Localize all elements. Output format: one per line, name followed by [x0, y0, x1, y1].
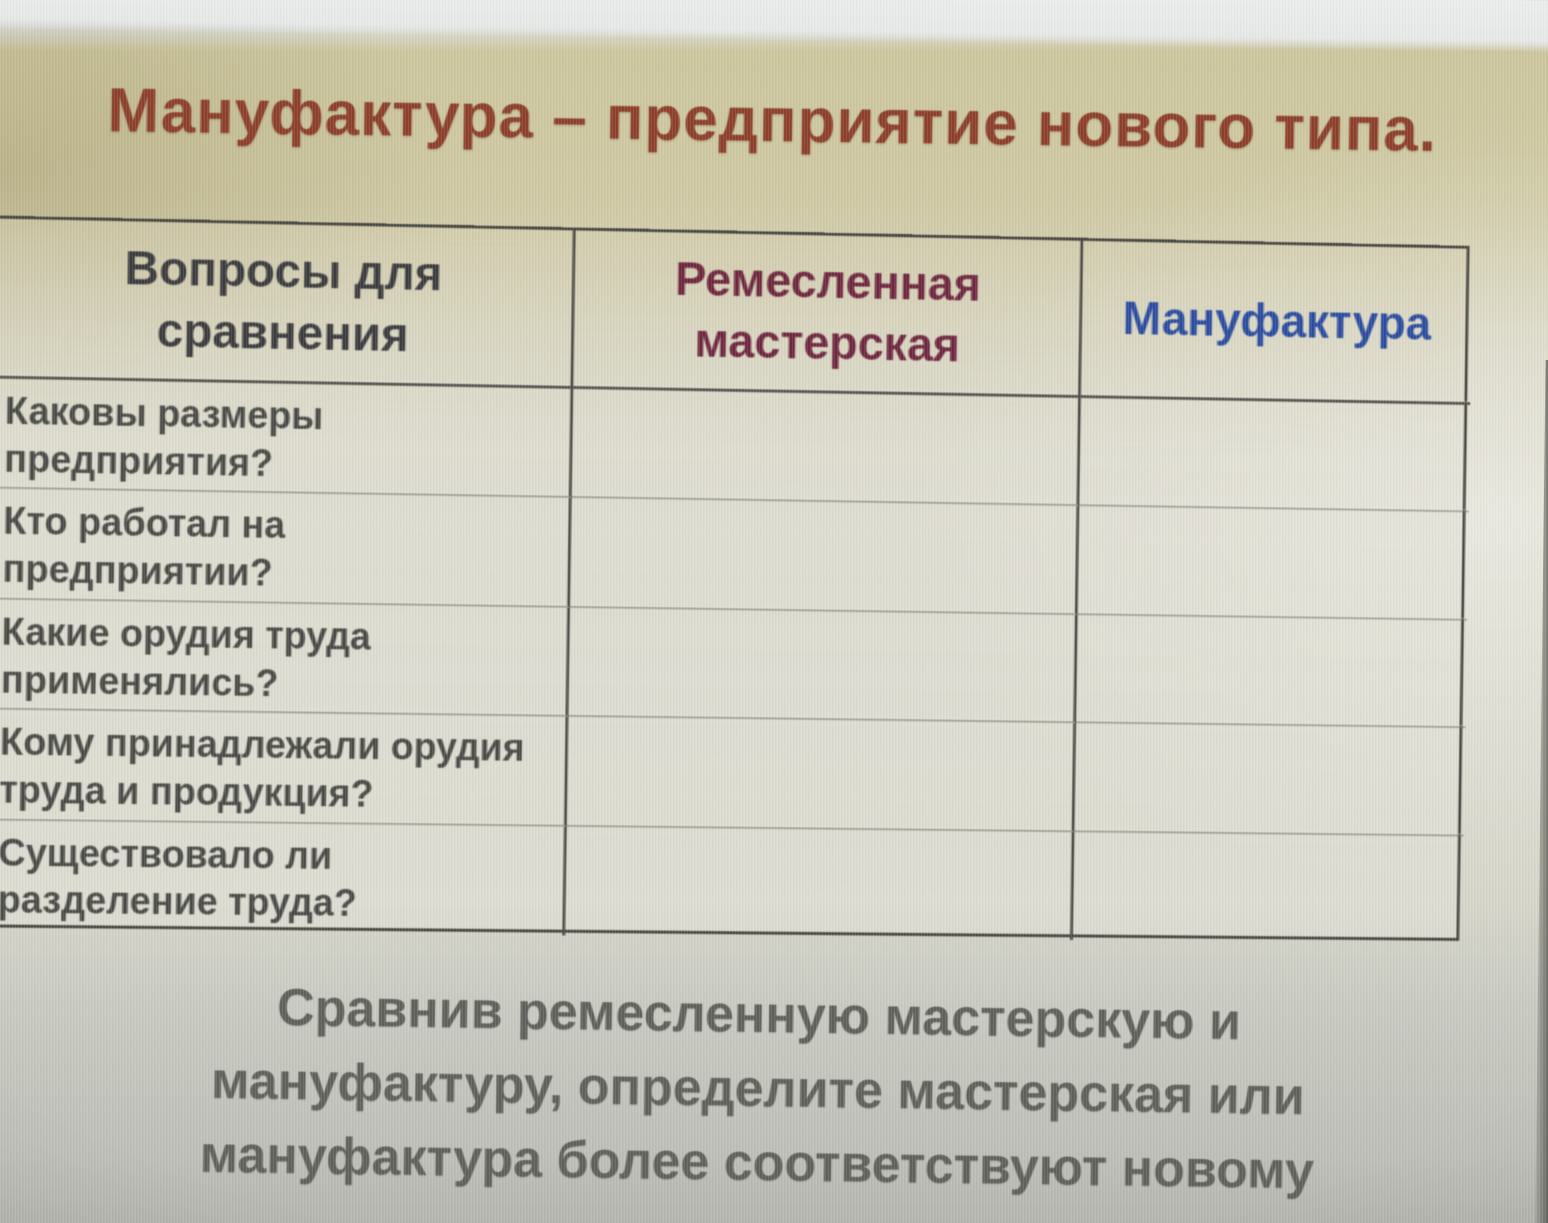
row-label-who-worked: Кто работал на предприятии?	[0, 488, 572, 608]
answer-cell-workshop-ownership	[566, 716, 1077, 832]
answer-cell-workshop-division	[565, 826, 1075, 941]
row-label-enterprise-size: Каковы размеры предприятия?	[0, 378, 574, 499]
header-cell-workshop: Ремесленная мастерская	[573, 230, 1084, 399]
row-label-tools-used: Какие орудия труда применялись?	[0, 599, 571, 717]
row-label-ownership: Кому принадлежали орудия труда и продукц…	[0, 709, 569, 827]
row-label-division-of-labor: Существовало ли разделение труда?	[0, 819, 567, 936]
answer-cell-manufactory-ownership	[1074, 723, 1466, 837]
answer-cell-workshop-tools	[568, 607, 1078, 724]
footer-task-text: Сравнив ремесленную мастерскую и мануфак…	[36, 968, 1479, 1211]
glare-band	[0, 0, 1548, 55]
header-cell-manufactory: Мануфактура	[1080, 240, 1473, 405]
answer-cell-manufactory-size	[1079, 398, 1471, 513]
answer-cell-manufactory-tools	[1076, 614, 1467, 729]
header-cell-questions: Вопросы для сравнения	[0, 218, 576, 389]
answer-cell-workshop-size	[571, 388, 1081, 507]
answer-cell-manufactory-division	[1073, 832, 1464, 944]
slide-title: Мануфактура – предприятие нового типа.	[106, 76, 1438, 165]
comparison-table: Вопросы для сравнения Ремесленная мастер…	[0, 215, 1473, 941]
answer-cell-workshop-workers	[570, 498, 1080, 615]
answer-cell-manufactory-workers	[1077, 506, 1469, 621]
